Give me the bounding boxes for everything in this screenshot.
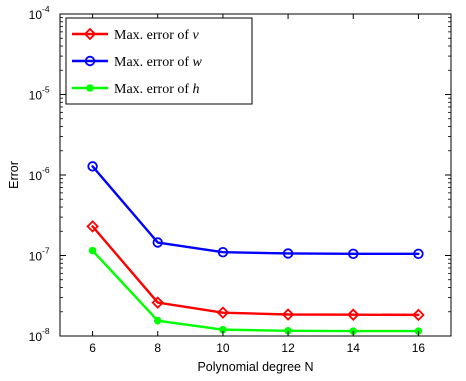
data-point-v-16 [412,308,425,322]
legend-label-variable: v [193,28,200,43]
series-layer [86,161,425,335]
legend-label-h: Max. error of h [114,82,200,97]
data-point-v-6 [86,220,99,233]
y-tick-exponent--4: -4 [42,4,50,14]
x-tick-label-6: 6 [89,341,96,355]
data-point-v-10 [216,306,230,319]
x-tick-label-8: 8 [154,341,161,355]
legend-label-variable: h [193,82,200,97]
x-tick-label-10: 10 [216,341,230,355]
data-point-w-8 [152,237,163,248]
y-tick-label--4: 10 [29,8,43,22]
x-tick-label-14: 14 [347,341,361,355]
y-tick-label--5: 10 [29,89,43,103]
y-axis-label: Error [7,161,21,189]
legend-marker-w [84,55,96,67]
y-tick-exponent--6: -6 [42,165,50,175]
legend-marker-h [86,84,94,92]
legend-label-w: Max. error of w [114,55,203,70]
x-axis-label: Polynomial degree N [197,360,313,374]
legend-marker-v [83,27,97,41]
y-tick-label--6: 10 [29,169,43,183]
series-line-v [91,225,420,317]
data-point-w-6 [87,161,98,172]
y-tick-exponent--8: -8 [42,326,50,336]
data-point-h-8 [153,316,162,325]
legend-label-prefix: Max. error of [114,55,193,70]
data-point-w-10 [217,246,229,258]
legend-label-prefix: Max. error of [114,28,193,43]
series-line-h [91,249,420,333]
data-point-h-6 [88,246,97,255]
y-tick-label--7: 10 [29,250,43,264]
legend-label-prefix: Max. error of [114,82,193,97]
x-tick-label-16: 16 [412,341,426,355]
data-point-v-14 [346,308,360,321]
y-tick-exponent--7: -7 [42,246,50,256]
legend-label-v: Max. error of v [114,28,200,43]
series-line-w [91,165,420,255]
y-tick-exponent--5: -5 [42,85,50,95]
data-point-w-12 [282,248,294,259]
x-tick-label-12: 12 [281,341,295,355]
legend-label-variable: w [193,55,203,70]
y-tick-label--8: 10 [29,330,43,344]
data-point-w-14 [348,248,359,259]
data-point-v-8 [151,296,165,309]
data-point-w-16 [413,248,424,259]
data-point-v-12 [281,308,295,321]
